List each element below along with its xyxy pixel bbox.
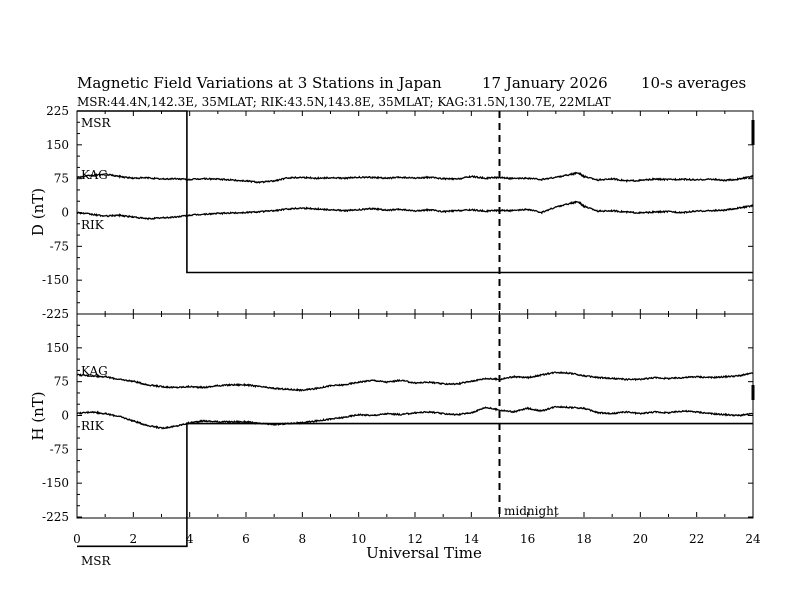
station-label-rik-d: RIK (81, 218, 105, 232)
x-tick-label: 20 (633, 532, 648, 546)
station-label-msr-d: MSR (81, 116, 112, 130)
chart-date: 17 January 2026 (482, 74, 608, 92)
station-label-rik-h: RIK (81, 419, 105, 433)
x-tick-label: 24 (745, 532, 761, 546)
x-tick-label: 6 (242, 532, 250, 546)
d-y-tick-label: -225 (42, 307, 69, 321)
h-series-rik (76, 405, 754, 430)
x-tick-label: 12 (407, 532, 422, 546)
d-y-tick-label: 0 (61, 206, 69, 220)
x-axis-label: Universal Time (366, 544, 482, 562)
h-y-tick-label: -150 (42, 476, 69, 490)
d-series-kag (77, 171, 754, 184)
x-tick-label: 14 (464, 532, 480, 546)
chart-subtitle: MSR:44.4N,142.3E, 35MLAT; RIK:43.5N,143.… (77, 95, 611, 109)
d-y-tick-label: 225 (46, 104, 69, 118)
h-y-tick-label: -225 (42, 510, 69, 524)
h-panel-ylabel: H (nT) (29, 391, 47, 440)
station-label-kag-h: KAG (81, 364, 108, 378)
x-tick-label: 8 (299, 532, 307, 546)
d-series-rik (76, 200, 754, 221)
station-label-msr-below: MSR (81, 554, 112, 568)
h-y-tick-label: 150 (46, 341, 69, 355)
d-y-tick-label: -75 (50, 239, 69, 253)
d-series-msr (77, 110, 753, 274)
x-tick-label: 18 (576, 532, 591, 546)
x-tick-label: 0 (73, 532, 81, 546)
chart-averaging: 10-s averages (641, 74, 746, 92)
x-tick-label: 16 (520, 532, 535, 546)
midnight-label: midnight (504, 504, 559, 518)
d-y-tick-label: 150 (46, 138, 69, 152)
x-tick-label: 2 (130, 532, 138, 546)
d-y-tick-label: -150 (42, 273, 69, 287)
x-tick-label: 4 (186, 532, 194, 546)
d-y-tick-label: 75 (54, 172, 69, 186)
x-tick-label: 10 (351, 532, 366, 546)
h-y-tick-label: 0 (61, 409, 69, 423)
d-panel-ylabel: D (nT) (29, 188, 47, 236)
h-y-tick-label: 75 (54, 375, 69, 389)
chart-title: Magnetic Field Variations at 3 Stations … (77, 74, 442, 92)
h-y-tick-label: -75 (50, 442, 69, 456)
h-series-kag (76, 370, 754, 392)
x-tick-label: 22 (689, 532, 704, 546)
h-series-msr (77, 422, 753, 548)
